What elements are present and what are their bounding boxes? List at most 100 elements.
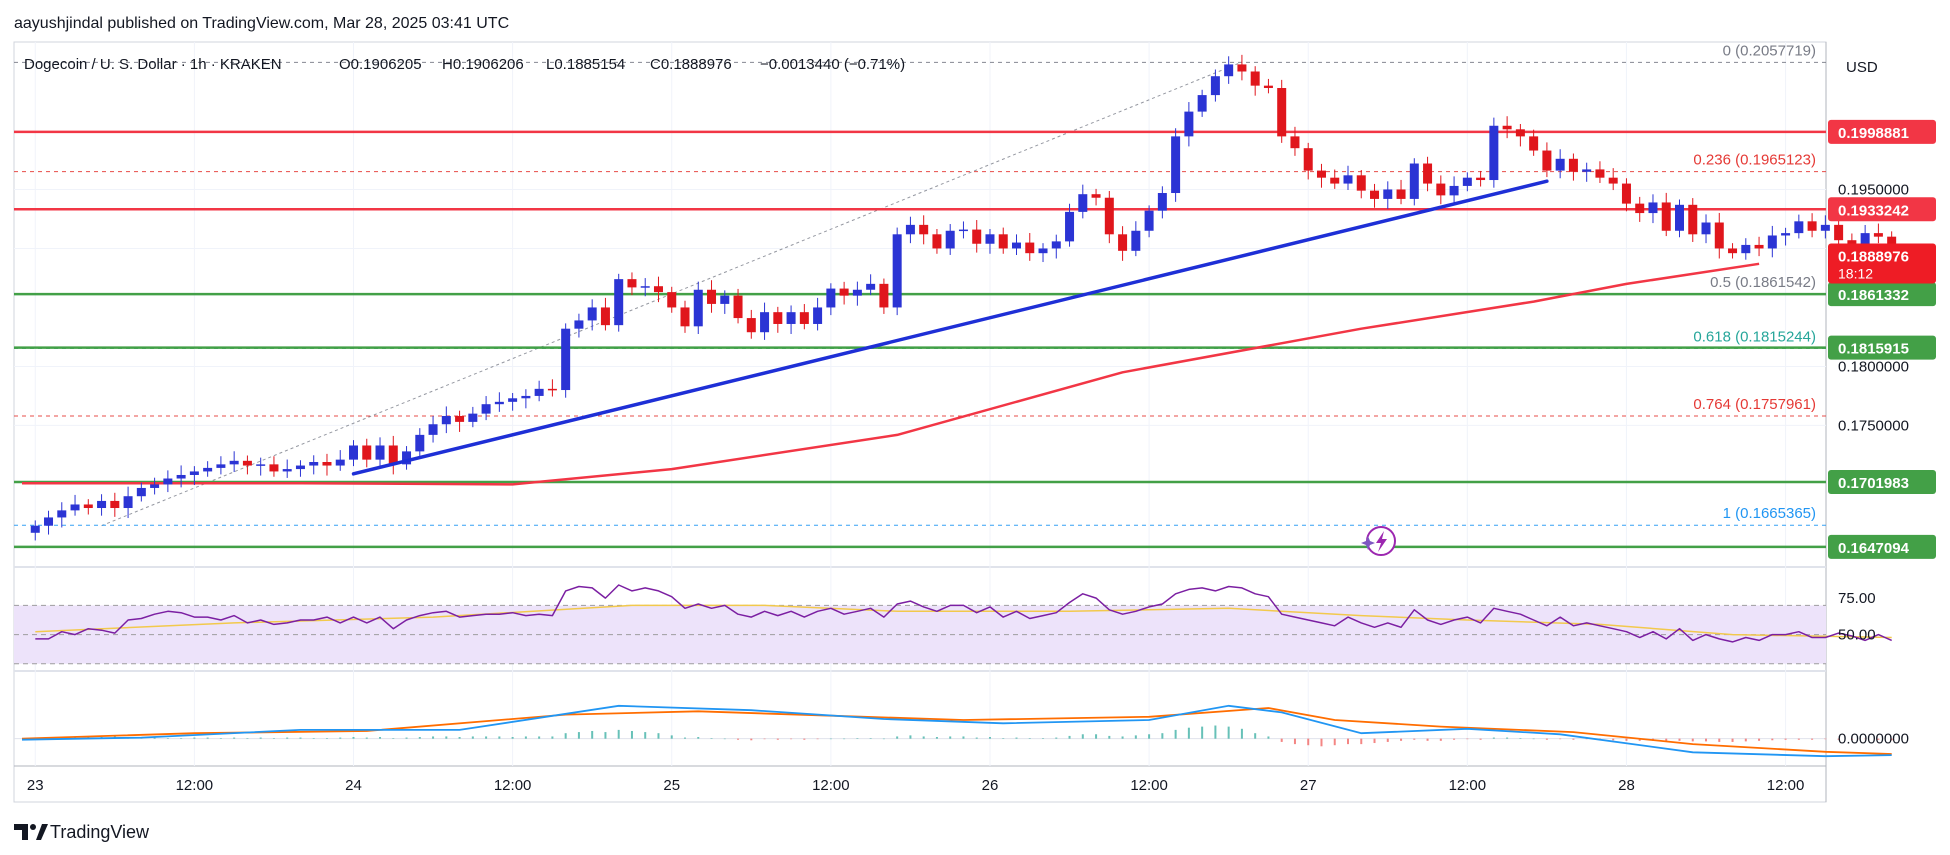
- candle-body[interactable]: [653, 286, 663, 293]
- candle[interactable]: [1012, 234, 1021, 255]
- candle[interactable]: [150, 477, 160, 495]
- flash-icon[interactable]: [1366, 526, 1396, 556]
- candle-body[interactable]: [733, 295, 743, 319]
- candle-body[interactable]: [1144, 210, 1154, 231]
- candle[interactable]: [70, 494, 80, 516]
- candle[interactable]: [1489, 117, 1499, 188]
- candle-body[interactable]: [879, 283, 889, 308]
- candle[interactable]: [587, 299, 597, 331]
- candle[interactable]: [627, 272, 637, 296]
- candle[interactable]: [1144, 205, 1154, 238]
- candle-body[interactable]: [1171, 136, 1181, 194]
- candle-body[interactable]: [30, 525, 40, 533]
- candle[interactable]: [468, 406, 478, 428]
- candle-body[interactable]: [468, 413, 478, 422]
- candle-body[interactable]: [1701, 222, 1711, 235]
- candle-body[interactable]: [1263, 85, 1273, 89]
- candle[interactable]: [1820, 215, 1830, 239]
- candle-body[interactable]: [229, 460, 239, 465]
- candle-body[interactable]: [189, 471, 199, 475]
- candle[interactable]: [44, 510, 54, 535]
- candle-body[interactable]: [256, 464, 266, 466]
- candle[interactable]: [866, 274, 876, 296]
- trendline[interactable]: [351, 179, 1549, 476]
- candle[interactable]: [1078, 184, 1088, 219]
- candle-body[interactable]: [627, 279, 637, 288]
- candle-body[interactable]: [958, 229, 968, 232]
- candle[interactable]: [534, 380, 544, 402]
- candle[interactable]: [958, 221, 968, 239]
- candle[interactable]: [282, 459, 292, 478]
- candle-body[interactable]: [1250, 71, 1260, 86]
- trendline-drawing[interactable]: [351, 179, 1549, 476]
- candle-body[interactable]: [1025, 242, 1035, 254]
- candle[interactable]: [1728, 243, 1738, 259]
- support-price-tag[interactable]: 0.1701983: [1828, 470, 1936, 495]
- macd-indicator[interactable]: [14, 704, 1893, 758]
- candle-body[interactable]: [932, 234, 942, 249]
- candle-body[interactable]: [1529, 136, 1539, 151]
- candle[interactable]: [1303, 142, 1313, 180]
- candle[interactable]: [1356, 170, 1366, 199]
- candle[interactable]: [786, 305, 796, 334]
- candle[interactable]: [1038, 243, 1048, 263]
- resistance-price-tag[interactable]: 0.1998881: [1828, 119, 1936, 144]
- candle[interactable]: [839, 281, 849, 305]
- candle-body[interactable]: [1423, 163, 1433, 184]
- candle-body[interactable]: [1555, 158, 1565, 171]
- candle[interactable]: [1608, 168, 1618, 191]
- candle-body[interactable]: [1383, 189, 1393, 199]
- candle[interactable]: [985, 228, 995, 254]
- candle[interactable]: [521, 389, 531, 409]
- candle-body[interactable]: [322, 462, 332, 466]
- candle[interactable]: [746, 309, 756, 339]
- candle[interactable]: [1184, 102, 1194, 147]
- candle[interactable]: [1025, 233, 1035, 261]
- candle[interactable]: [256, 457, 266, 476]
- candle[interactable]: [1131, 221, 1141, 257]
- candle-body[interactable]: [1277, 88, 1287, 137]
- candle[interactable]: [1661, 192, 1671, 237]
- candle[interactable]: [998, 227, 1008, 254]
- candle[interactable]: [1781, 227, 1791, 246]
- candle[interactable]: [852, 281, 862, 306]
- candle[interactable]: [905, 216, 915, 244]
- support-price-tag[interactable]: 0.1815915: [1828, 335, 1936, 360]
- candle-body[interactable]: [945, 230, 955, 249]
- candle[interactable]: [1754, 236, 1764, 257]
- candle-body[interactable]: [269, 464, 279, 472]
- candle[interactable]: [1157, 186, 1167, 219]
- candle[interactable]: [945, 224, 955, 255]
- candle[interactable]: [932, 228, 942, 254]
- candle[interactable]: [349, 440, 358, 467]
- candle-body[interactable]: [1224, 64, 1234, 77]
- candle[interactable]: [1263, 78, 1273, 94]
- candle-body[interactable]: [44, 517, 54, 526]
- candle[interactable]: [1688, 198, 1698, 242]
- candle-body[interactable]: [1396, 189, 1406, 199]
- candle-body[interactable]: [1436, 183, 1446, 196]
- candle-body[interactable]: [57, 510, 67, 518]
- candle-body[interactable]: [1051, 241, 1061, 249]
- candle[interactable]: [1210, 69, 1220, 102]
- candle[interactable]: [309, 455, 319, 475]
- candle-body[interactable]: [1741, 244, 1751, 254]
- candle-body[interactable]: [1860, 233, 1870, 247]
- candle-body[interactable]: [1409, 163, 1419, 199]
- candle-body[interactable]: [1197, 95, 1207, 112]
- candle-body[interactable]: [786, 312, 796, 324]
- candle-body[interactable]: [1356, 175, 1366, 191]
- candle-body[interactable]: [1847, 240, 1857, 247]
- candle-body[interactable]: [1118, 234, 1128, 251]
- candle[interactable]: [1118, 226, 1128, 261]
- candle[interactable]: [574, 313, 584, 338]
- candle[interactable]: [1449, 176, 1459, 206]
- candle[interactable]: [1237, 54, 1247, 81]
- candle[interactable]: [640, 278, 650, 297]
- candle-body[interactable]: [1290, 136, 1300, 149]
- candle-body[interactable]: [216, 464, 226, 468]
- candle-body[interactable]: [1781, 233, 1791, 236]
- candle-body[interactable]: [494, 401, 504, 405]
- candle-body[interactable]: [1038, 248, 1048, 254]
